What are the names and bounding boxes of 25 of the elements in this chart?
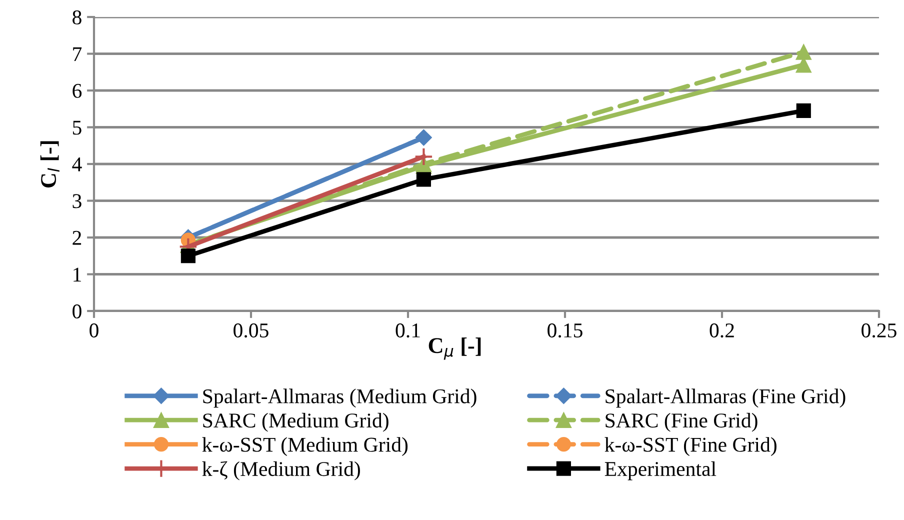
legend-label: Spalart-Allmaras (Medium Grid) [203,388,476,408]
legend-label: Spalart-Allmaras (Fine Grid) [606,388,846,408]
legend-label: SARC (Fine Grid) [606,412,758,432]
x-tick-label: 0 [90,323,98,338]
y-axis-title: C$_{l}$ [-] [40,141,60,188]
x-tick-label: 0.25 [862,323,896,338]
x-tick-label: 0.15 [548,323,582,338]
y-tick-label: 4 [72,158,82,172]
legend-label: SARC (Medium Grid) [203,412,388,432]
legend-label: Experimental [604,461,716,480]
y-tick-label: 3 [72,194,82,208]
x-tick-label: 0.2 [710,323,734,338]
legend-label: k-ω-SST (Fine Grid) [604,437,776,456]
y-tick-label: 2 [72,230,82,245]
y-tick-label: 6 [72,84,82,98]
y-tick-label: 7 [73,47,82,61]
x-tick-label: 0.05 [234,323,268,338]
x-tick-label: 0.1 [396,323,420,338]
legend-label: k-ω-SST (Medium Grid) [202,437,408,456]
y-tick-label: 1 [74,268,81,282]
x-axis-title: C$_{μ}$ [-] [428,337,481,360]
legend-label: k-ζ (Medium Grid) [202,461,360,480]
y-tick-label: 5 [72,120,82,135]
y-tick-label: 0 [72,304,82,318]
y-tick-label: 8 [72,10,82,24]
